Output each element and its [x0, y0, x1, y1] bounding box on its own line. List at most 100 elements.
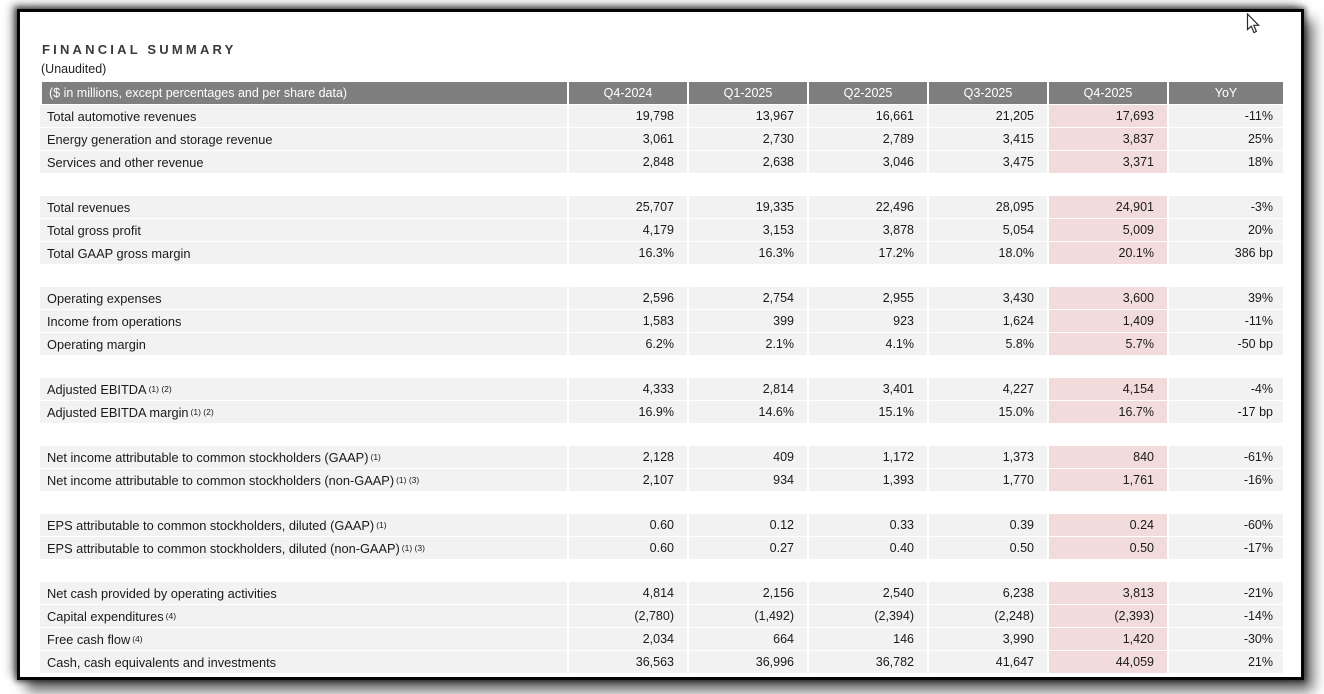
row-label-cell: Capital expenditures (4) — [40, 605, 567, 627]
table-row: Net cash provided by operating activitie… — [40, 582, 1283, 604]
row-label-cell: Total revenues — [40, 196, 567, 218]
row-label-cell: Net income attributable to common stockh… — [40, 446, 567, 468]
page-title: FINANCIAL SUMMARY — [42, 42, 237, 57]
value-cell: 3,600 — [1047, 287, 1167, 309]
row-label-cell: Total GAAP gross margin — [40, 242, 567, 264]
row-label: Energy generation and storage revenue — [47, 131, 273, 147]
group-gap — [40, 265, 1283, 287]
page-subtitle: (Unaudited) — [41, 62, 107, 76]
value-cell: 4.1% — [807, 333, 927, 355]
value-cell: 1,761 — [1047, 469, 1167, 491]
yoy-cell: -60% — [1167, 514, 1283, 536]
value-cell: 2,128 — [567, 446, 687, 468]
value-cell: 2,107 — [567, 469, 687, 491]
value-cell: 4,154 — [1047, 378, 1167, 400]
row-label-cell: Adjusted EBITDA (1) (2) — [40, 378, 567, 400]
row-label: Net income attributable to common stockh… — [47, 449, 369, 465]
value-cell: 0.40 — [807, 537, 927, 559]
table-row: EPS attributable to common stockholders,… — [40, 514, 1283, 536]
value-cell: 0.60 — [567, 537, 687, 559]
yoy-cell: -61% — [1167, 446, 1283, 468]
value-cell: 20.1% — [1047, 242, 1167, 264]
value-cell: 840 — [1047, 446, 1167, 468]
table-row: Energy generation and storage revenue 3,0… — [40, 128, 1283, 150]
table-row: Services and other revenue 2,848 2,638 3,04… — [40, 151, 1283, 173]
yoy-cell: 39% — [1167, 287, 1283, 309]
row-label-cell: EPS attributable to common stockholders,… — [40, 537, 567, 559]
value-cell: 2,848 — [567, 151, 687, 173]
value-cell: 15.1% — [807, 401, 927, 423]
value-cell: (1,492) — [687, 605, 807, 627]
value-cell: 2,638 — [687, 151, 807, 173]
value-cell: 3,401 — [807, 378, 927, 400]
value-cell: 1,393 — [807, 469, 927, 491]
row-label: Net cash provided by operating activitie… — [47, 585, 277, 601]
value-cell: 2,955 — [807, 287, 927, 309]
value-cell: 41,647 — [927, 651, 1047, 673]
column-header-5: Q4-2025 — [1047, 82, 1167, 104]
yoy-cell: 21% — [1167, 651, 1283, 673]
value-cell: 13,967 — [687, 105, 807, 127]
row-label: EPS attributable to common stockholders,… — [47, 517, 375, 533]
table-row: Operating expenses 2,596 2,754 2,955 3,430 3,… — [40, 287, 1283, 309]
row-label: Operating margin — [47, 336, 146, 352]
row-label-cell: Free cash flow (4) — [40, 628, 567, 650]
value-cell: 17,693 — [1047, 105, 1167, 127]
value-cell: 3,415 — [927, 128, 1047, 150]
column-header-6: YoY — [1167, 82, 1283, 104]
row-label-cell: Operating margin — [40, 333, 567, 355]
row-label-cell: Total gross profit — [40, 219, 567, 241]
value-cell: 2,034 — [567, 628, 687, 650]
value-cell: 0.12 — [687, 514, 807, 536]
value-cell: 18.0% — [927, 242, 1047, 264]
row-label: Free cash flow — [47, 631, 131, 647]
row-label: EPS attributable to common stockholders,… — [47, 540, 400, 556]
table-row: Capital expenditures (4) (2,780) (1,492) (2,… — [40, 605, 1283, 627]
value-cell: 3,475 — [927, 151, 1047, 173]
group-gap — [40, 560, 1283, 582]
row-label: Adjusted EBITDA — [47, 381, 147, 397]
yoy-cell: -21% — [1167, 582, 1283, 604]
yoy-cell: -11% — [1167, 310, 1283, 332]
value-cell: 16.7% — [1047, 401, 1167, 423]
table-row: Adjusted EBITDA (1) (2) 4,333 2,814 3,401 4,2… — [40, 378, 1283, 400]
value-cell: 934 — [687, 469, 807, 491]
value-cell: 409 — [687, 446, 807, 468]
row-label-cell: Net cash provided by operating activitie… — [40, 582, 567, 604]
row-label: Capital expenditures — [47, 608, 164, 624]
row-label: Total revenues — [47, 199, 131, 215]
value-cell: 1,624 — [927, 310, 1047, 332]
column-header-4: Q3-2025 — [927, 82, 1047, 104]
table-header-row: ($ in millions, except percentages and p… — [40, 82, 1283, 104]
table-row: Free cash flow (4) 2,034 664 146 3,990 1,420 -3… — [40, 628, 1283, 650]
value-cell: 15.0% — [927, 401, 1047, 423]
value-cell: 399 — [687, 310, 807, 332]
value-cell: 0.60 — [567, 514, 687, 536]
value-cell: 6.2% — [567, 333, 687, 355]
yoy-cell: -17 bp — [1167, 401, 1283, 423]
value-cell: 146 — [807, 628, 927, 650]
value-cell: 0.39 — [927, 514, 1047, 536]
yoy-cell: 18% — [1167, 151, 1283, 173]
value-cell: 44,059 — [1047, 651, 1167, 673]
value-cell: 2,814 — [687, 378, 807, 400]
value-cell: 4,814 — [567, 582, 687, 604]
value-cell: 25,707 — [567, 196, 687, 218]
value-cell: 0.27 — [687, 537, 807, 559]
value-cell: 2,540 — [807, 582, 927, 604]
yoy-cell: -30% — [1167, 628, 1283, 650]
value-cell: 923 — [807, 310, 927, 332]
row-label-cell: Adjusted EBITDA margin (1) (2) — [40, 401, 567, 423]
value-cell: 14.6% — [687, 401, 807, 423]
value-cell: 4,227 — [927, 378, 1047, 400]
value-cell: 3,061 — [567, 128, 687, 150]
value-cell: 5,009 — [1047, 219, 1167, 241]
footnote-reference: (4) — [165, 610, 177, 621]
value-cell: 3,878 — [807, 219, 927, 241]
row-label: Adjusted EBITDA margin — [47, 404, 189, 420]
yoy-cell: 25% — [1167, 128, 1283, 150]
column-header-2: Q1-2025 — [687, 82, 807, 104]
value-cell: 2,596 — [567, 287, 687, 309]
group-gap — [40, 424, 1283, 446]
row-label: Services and other revenue — [47, 154, 204, 170]
